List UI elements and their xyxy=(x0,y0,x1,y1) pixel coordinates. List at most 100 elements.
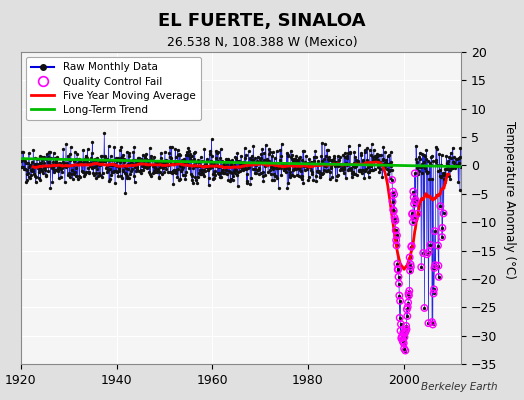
Point xyxy=(145,169,154,176)
Point xyxy=(220,169,228,176)
Point xyxy=(419,250,428,256)
Point xyxy=(411,197,420,203)
Point xyxy=(103,169,111,175)
Point xyxy=(151,165,159,171)
Point xyxy=(69,171,78,178)
Point xyxy=(310,158,318,165)
Point xyxy=(282,161,290,168)
Point xyxy=(409,194,418,200)
Point xyxy=(80,157,89,163)
Point xyxy=(394,266,402,272)
Point xyxy=(134,168,143,174)
Point xyxy=(198,167,206,173)
Point xyxy=(317,153,325,160)
Point xyxy=(83,159,91,165)
Point xyxy=(191,174,199,180)
Point xyxy=(26,174,34,181)
Point xyxy=(215,170,224,176)
Point xyxy=(237,160,246,166)
Point xyxy=(138,157,146,164)
Point xyxy=(121,163,129,169)
Point xyxy=(307,159,315,166)
Point xyxy=(46,149,54,155)
Point xyxy=(424,249,433,255)
Point xyxy=(456,164,465,170)
Point xyxy=(404,299,412,306)
Point xyxy=(99,158,107,164)
Point xyxy=(201,162,209,168)
Point xyxy=(278,162,286,168)
Point xyxy=(261,172,269,178)
Point xyxy=(295,154,303,161)
Point xyxy=(409,188,418,195)
Point xyxy=(119,168,128,175)
Point xyxy=(407,264,415,270)
Point xyxy=(450,160,458,167)
Point xyxy=(341,160,350,167)
Point xyxy=(431,158,440,165)
Point xyxy=(334,162,343,169)
Point xyxy=(402,326,411,332)
Point xyxy=(441,177,449,184)
Point xyxy=(428,319,436,325)
Point xyxy=(152,169,161,176)
Point xyxy=(268,149,277,156)
Point xyxy=(270,155,279,162)
Point xyxy=(291,166,299,172)
Point xyxy=(173,147,182,153)
Point xyxy=(320,161,329,168)
Point xyxy=(141,155,150,162)
Point xyxy=(35,166,43,172)
Point xyxy=(291,156,299,163)
Point xyxy=(114,155,122,161)
Point xyxy=(313,162,321,168)
Point xyxy=(279,162,287,169)
Point xyxy=(171,154,180,160)
Point xyxy=(267,162,276,168)
Point xyxy=(41,164,49,170)
Point xyxy=(424,320,433,326)
Point xyxy=(28,165,37,171)
Point xyxy=(289,173,298,179)
Point xyxy=(80,172,88,179)
Point xyxy=(271,162,279,168)
Point xyxy=(309,159,317,165)
Point xyxy=(444,173,453,180)
Point xyxy=(248,159,256,166)
Point xyxy=(39,169,48,176)
Point xyxy=(351,171,359,177)
Point xyxy=(281,162,289,169)
Point xyxy=(222,167,230,174)
Point xyxy=(440,170,448,176)
Point xyxy=(43,163,51,169)
Point xyxy=(375,169,384,176)
Point xyxy=(97,153,106,160)
Point xyxy=(366,147,374,153)
Point xyxy=(82,154,91,160)
Point xyxy=(79,158,88,165)
Point xyxy=(443,163,452,169)
Point xyxy=(101,154,110,160)
Point xyxy=(200,172,208,179)
Point xyxy=(313,168,321,174)
Point xyxy=(379,144,388,150)
Point xyxy=(421,165,430,171)
Point xyxy=(306,164,314,170)
Point xyxy=(331,176,340,183)
Point xyxy=(275,164,283,171)
Point xyxy=(32,160,41,167)
Point xyxy=(174,177,183,183)
Point xyxy=(391,227,400,234)
Point xyxy=(203,167,212,173)
Point xyxy=(247,175,256,181)
Point xyxy=(44,168,52,174)
Point xyxy=(36,153,44,160)
Point xyxy=(401,328,410,334)
Point xyxy=(269,166,278,172)
Point xyxy=(85,169,93,176)
Point xyxy=(66,174,74,180)
Point xyxy=(448,165,456,171)
Point xyxy=(209,170,217,177)
Point xyxy=(78,160,86,166)
Point xyxy=(171,146,179,153)
